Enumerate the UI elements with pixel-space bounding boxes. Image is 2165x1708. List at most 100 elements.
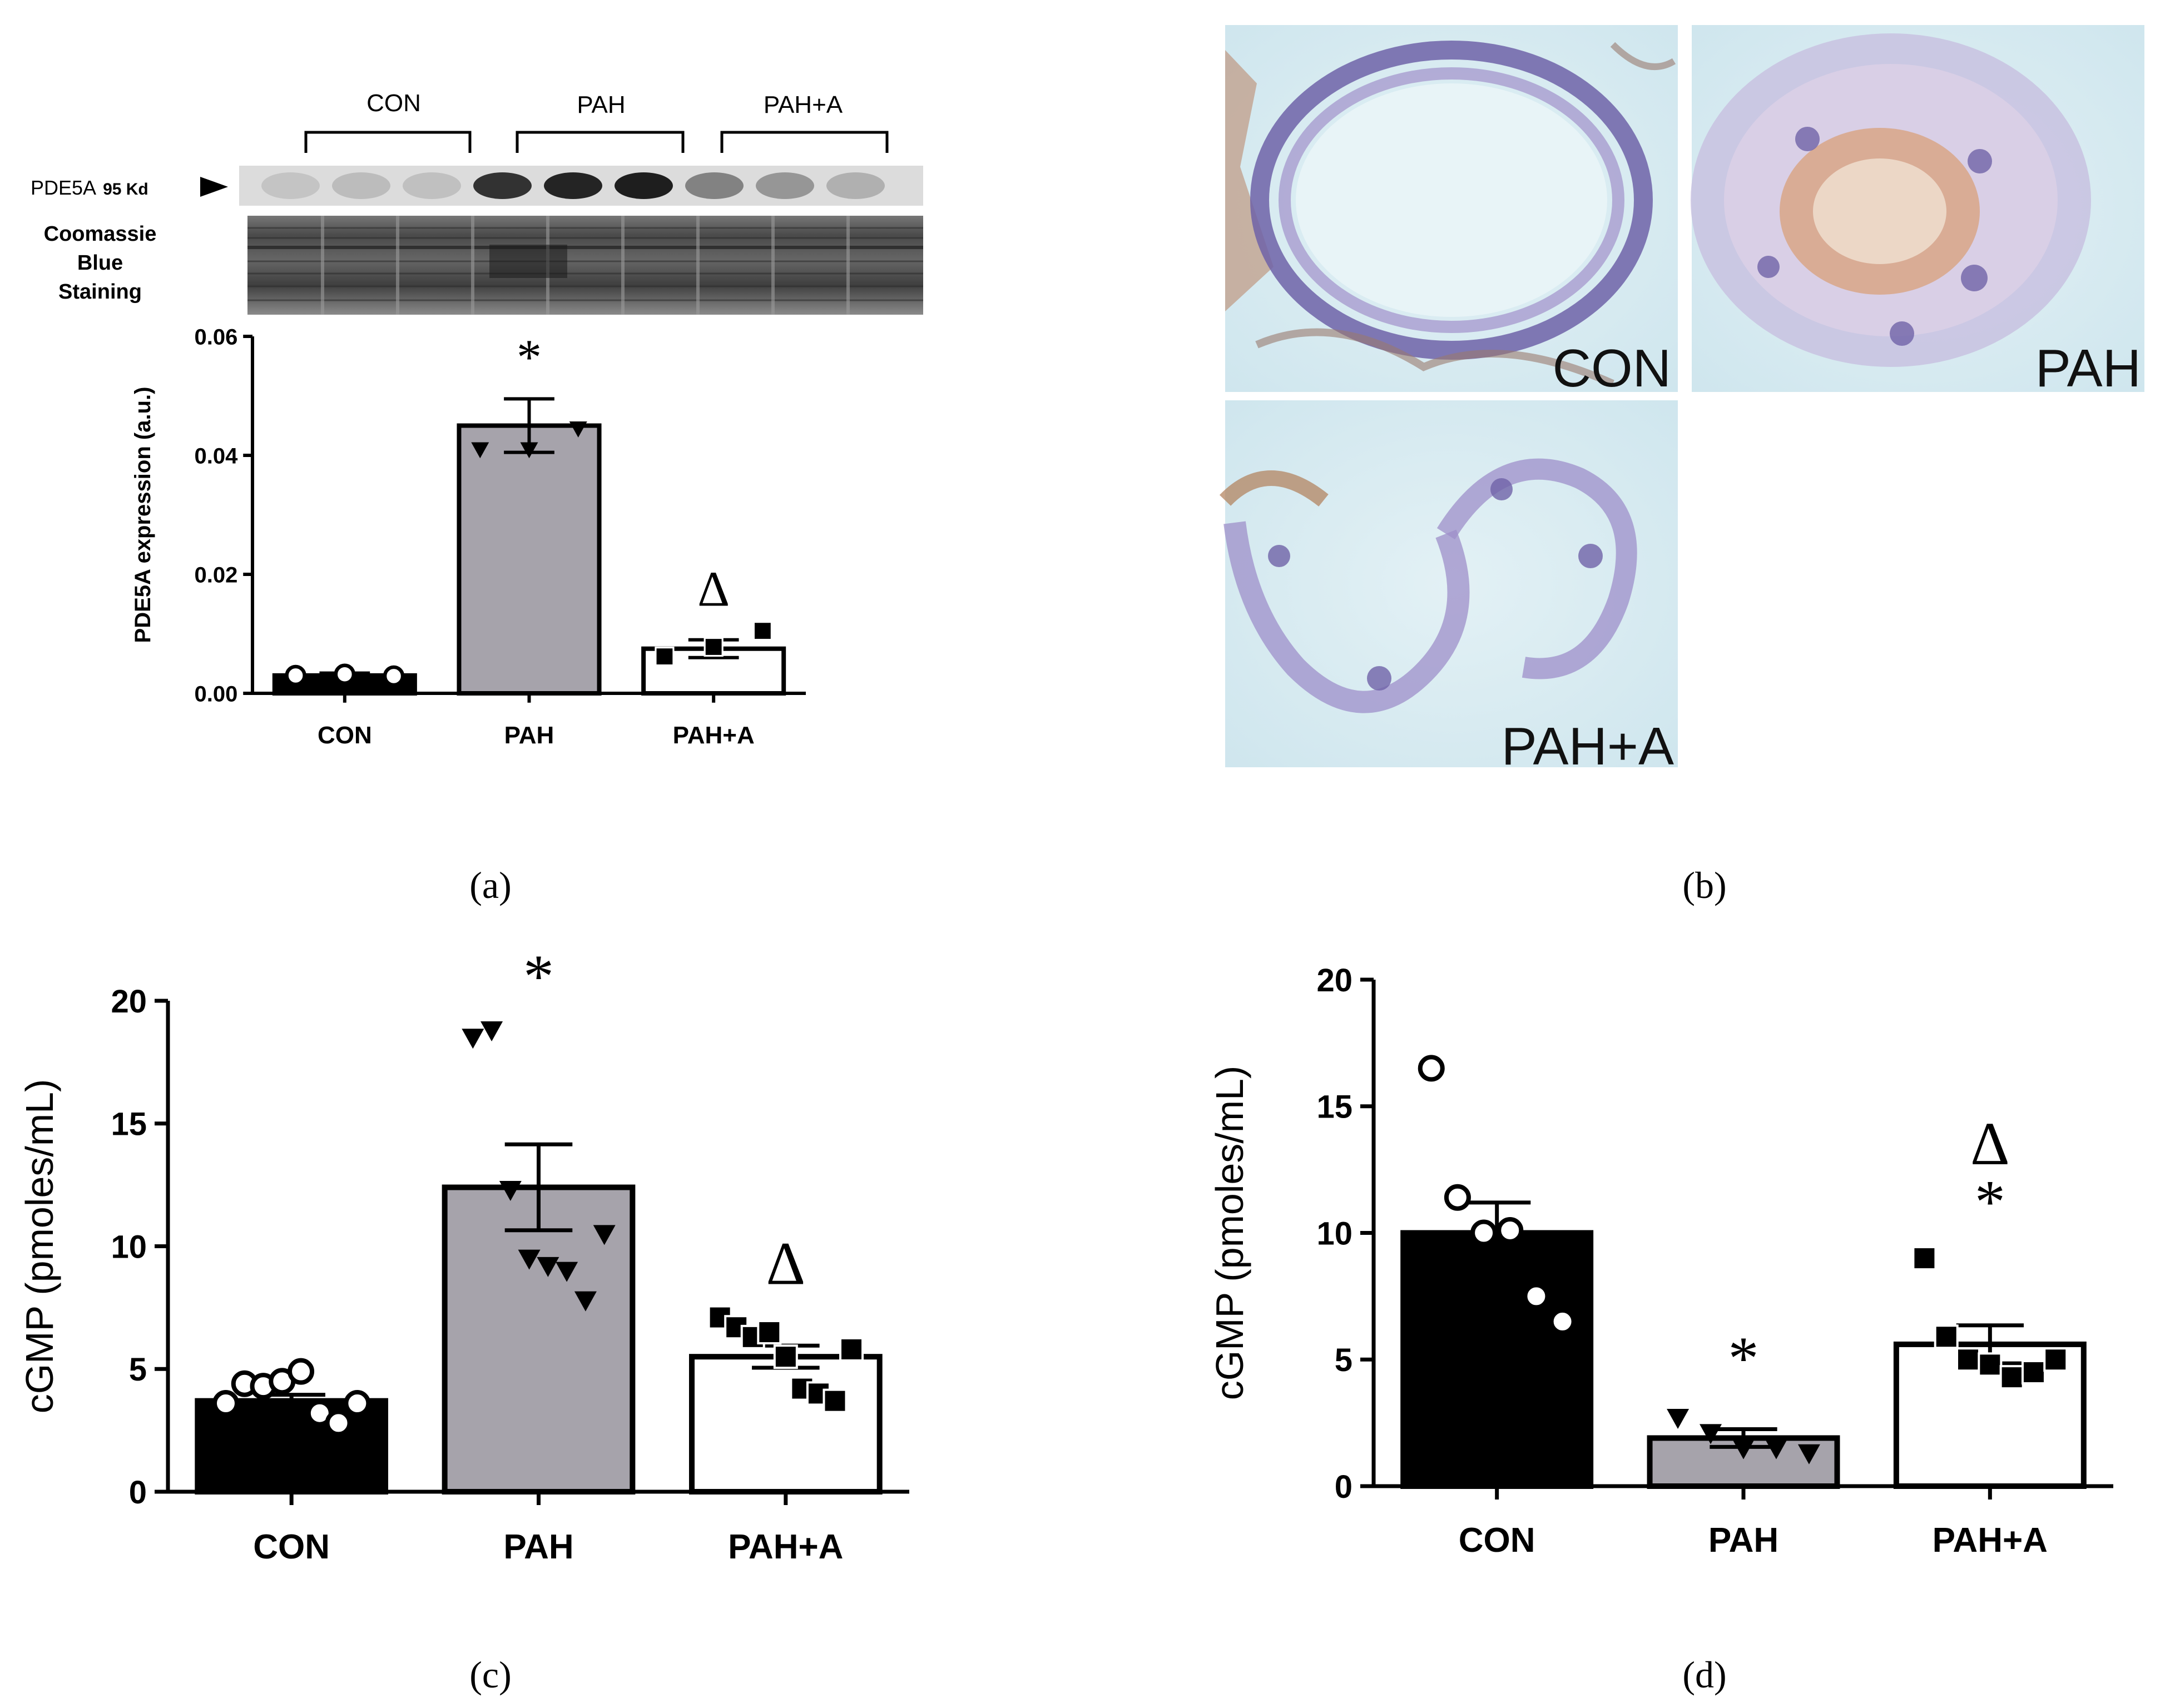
- y-tick-label: 10: [111, 1229, 147, 1265]
- data-point: [1470, 1219, 1498, 1247]
- data-point: [2043, 1347, 2068, 1372]
- data-point: [462, 1029, 484, 1049]
- wb-coomassie-dark-smear: [489, 245, 567, 278]
- data-point: [556, 1262, 578, 1282]
- histology-label-con: CON: [1553, 339, 1671, 398]
- x-category-label: PAH: [503, 1528, 573, 1566]
- wb-band-7: [685, 172, 744, 199]
- x-category-label: PAH+A: [1933, 1521, 2048, 1560]
- wb-loading-label-3: Staining: [58, 280, 142, 304]
- bar-pah-a: [688, 1354, 883, 1495]
- wb-band-4: [473, 172, 532, 199]
- x-category-label: PAH+A: [673, 722, 755, 749]
- y-tick-label: 20: [111, 984, 147, 1020]
- bar-con: [1400, 1230, 1594, 1489]
- y-tick-label: 20: [1316, 962, 1352, 999]
- wb-band-label: PDE5A 95 Kd: [31, 176, 148, 199]
- data-point: [752, 621, 772, 641]
- y-axis-label: PDE5A expression (a.u.): [131, 387, 155, 643]
- data-point: [325, 1409, 352, 1437]
- y-tick-label: 0: [1335, 1469, 1352, 1505]
- significance-marker: Δ: [766, 1230, 805, 1298]
- significance-marker: Δ: [697, 562, 730, 617]
- significance-marker: *: [1728, 1324, 1759, 1392]
- wb-band-9: [826, 172, 885, 199]
- data-point: [1418, 1055, 1445, 1082]
- y-tick-label: 0: [129, 1474, 147, 1511]
- data-point: [655, 647, 675, 667]
- panel-label-a: (a): [469, 864, 511, 906]
- wb-band-3: [403, 172, 461, 199]
- y-axis-label: cGMP (pmoles/mL): [1208, 1066, 1251, 1401]
- data-point: [1934, 1324, 1959, 1349]
- data-point: [212, 1390, 239, 1417]
- data-point: [344, 1390, 371, 1417]
- data-point: [1765, 1439, 1787, 1459]
- x-category-label: CON: [253, 1528, 330, 1566]
- wb-band-5: [544, 172, 602, 199]
- wb-band-8: [756, 172, 814, 199]
- histology-con: CON: [1225, 25, 1678, 398]
- data-point: [1999, 1365, 2024, 1390]
- data-point: [480, 1021, 503, 1041]
- panel-label-d: (d): [1682, 1654, 1726, 1696]
- data-point: [2021, 1360, 2046, 1385]
- data-point: [1912, 1246, 1937, 1271]
- significance-marker: *: [517, 330, 542, 385]
- y-tick-label: 0.04: [195, 444, 239, 468]
- x-category-label: CON: [318, 722, 372, 749]
- wb-band-6: [615, 172, 673, 199]
- data-point: [757, 1320, 782, 1345]
- wb-group-label-pah: PAH: [577, 91, 625, 118]
- bar-pah: [457, 423, 602, 696]
- data-point: [334, 663, 356, 685]
- data-point: [285, 664, 306, 687]
- wb-coomassie-stripes: [247, 227, 923, 301]
- data-point: [537, 1257, 559, 1277]
- y-tick-label: 0.06: [195, 325, 238, 349]
- data-point: [703, 637, 724, 657]
- data-point: [1700, 1424, 1722, 1444]
- data-point: [1667, 1409, 1690, 1429]
- wb-loading-label-2: Blue: [77, 251, 123, 275]
- y-axis-label: cGMP (pmoles/mL): [18, 1079, 61, 1414]
- histology-label-pah-a: PAH+A: [1502, 717, 1674, 776]
- x-category-label: PAH+A: [728, 1528, 843, 1566]
- y-tick-label: 10: [1316, 1215, 1352, 1252]
- histology-pah-a: PAH+A: [1219, 400, 1678, 776]
- y-tick-label: 5: [1335, 1342, 1352, 1378]
- y-tick-label: 5: [129, 1352, 147, 1388]
- wb-arrow-icon: [200, 177, 228, 197]
- data-point: [383, 665, 405, 687]
- wb-band-2: [332, 172, 390, 199]
- wb-bracket-pah-a: [720, 131, 889, 153]
- wb-band-name: PDE5A: [31, 176, 96, 199]
- wb-bands: [261, 172, 885, 199]
- data-point: [823, 1388, 848, 1413]
- data-point: [1732, 1439, 1755, 1459]
- data-point: [1497, 1217, 1524, 1244]
- wb-group-label-con: CON: [366, 90, 421, 117]
- chart-c: 0 5 10 15 20 cGMP (pmoles/mL) CON PAH * PAH+A Δ: [18, 942, 909, 1566]
- data-point: [1523, 1283, 1550, 1310]
- x-category-label: PAH: [504, 722, 554, 749]
- data-point: [773, 1344, 798, 1369]
- wb-group-label-pah-a: PAH+A: [764, 91, 843, 118]
- data-point: [520, 442, 538, 459]
- y-tick-label: 15: [111, 1106, 147, 1143]
- y-tick-label: 0.02: [195, 563, 238, 587]
- x-category-label: CON: [1459, 1521, 1535, 1560]
- data-point: [499, 1180, 522, 1201]
- data-point: [471, 442, 489, 459]
- data-point: [1797, 1444, 1820, 1464]
- significance-marker: Δ *: [1970, 1110, 2010, 1236]
- chart-d: 0 5 10 15 20 cGMP (pmoles/mL) CON PAH * PAH+A Δ *: [1208, 962, 2113, 1560]
- x-category-label: PAH: [1708, 1521, 1778, 1560]
- chart-a: 0.00 0.02 0.04 0.06 PDE5A expression (a.u.) C…: [131, 325, 806, 749]
- y-tick-label: 0.00: [195, 682, 238, 706]
- data-point: [1444, 1184, 1471, 1211]
- data-point: [518, 1249, 541, 1270]
- wb-loading-label-1: Coomassie: [44, 222, 157, 246]
- data-point: [1956, 1347, 1981, 1372]
- data-point: [574, 1291, 597, 1312]
